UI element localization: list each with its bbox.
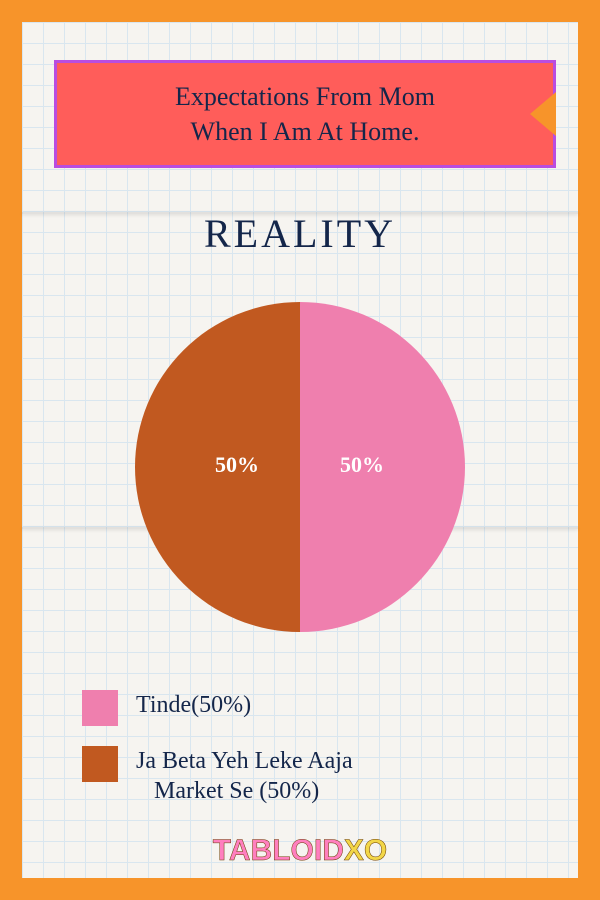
legend-item: Tinde(50%) <box>82 690 353 726</box>
pie-slice-label-0: 50% <box>215 452 259 478</box>
frame-border: Expectations From Mom When I Am At Home.… <box>0 0 600 900</box>
legend-text-1: Ja Beta Yeh Leke Aaja Market Se (50%) <box>136 746 353 806</box>
legend-swatch-0 <box>82 690 118 726</box>
banner-line-2: When I Am At Home. <box>191 114 420 149</box>
banner-line-1: Expectations From Mom <box>175 79 435 114</box>
brand-part-2: XO <box>344 834 387 867</box>
subtitle-text: REALITY <box>22 210 578 257</box>
legend-text-0: Tinde(50%) <box>136 690 251 720</box>
title-banner: Expectations From Mom When I Am At Home. <box>54 60 556 168</box>
pie-slice-label-1: 50% <box>340 452 384 478</box>
legend-item: Ja Beta Yeh Leke Aaja Market Se (50%) <box>82 746 353 806</box>
legend: Tinde(50%) Ja Beta Yeh Leke Aaja Market … <box>82 690 353 826</box>
legend-swatch-1 <box>82 746 118 782</box>
brand-part-1: TABLOID <box>213 834 344 867</box>
brand-logo: TABLOIDXO <box>213 834 387 868</box>
pie-chart: 50% 50% <box>135 302 465 632</box>
graph-paper-bg: Expectations From Mom When I Am At Home.… <box>22 22 578 878</box>
